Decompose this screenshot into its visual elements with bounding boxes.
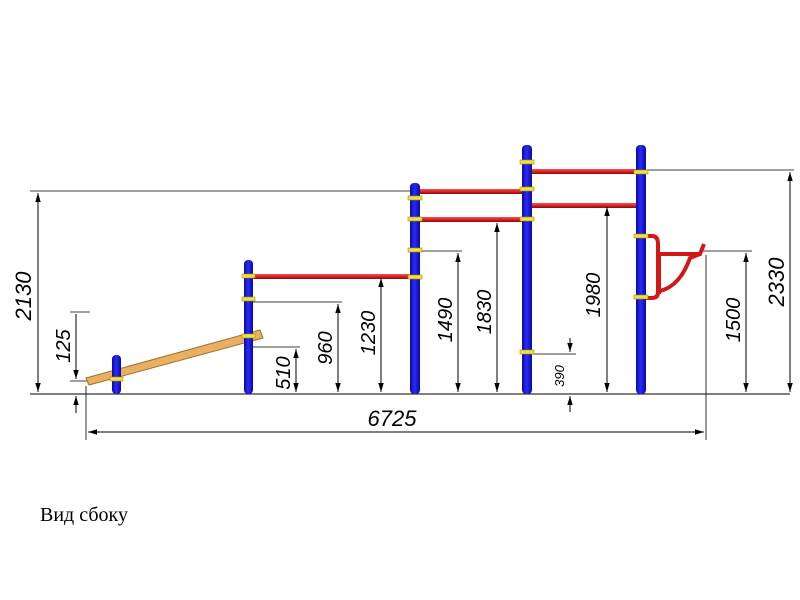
post-5 [636,145,646,394]
clamps [109,159,649,382]
incline-board [85,329,264,386]
dim-label-step-4: 1490 [435,298,457,343]
post-4 [522,145,532,394]
post-2 [244,260,253,394]
dim-label-step-6: 390 [552,364,567,386]
dim-label-step-3: 1230 [358,311,380,356]
dim-label-right-height: 2330 [764,257,789,308]
dim-label-step-5: 1830 [474,290,496,335]
dim-label-step-8: 1500 [723,298,745,343]
post-3 [410,183,420,394]
view-caption: Вид сбоку [40,504,128,526]
dim-label-step-2: 960 [315,331,337,364]
dimension-labels: 2130 125 510 960 1230 1490 1830 390 1980… [11,257,789,431]
dim-label-overall-length: 6725 [368,406,418,431]
posts [112,145,646,394]
dim-label-left-height: 2130 [11,271,36,322]
extension-lines [30,169,794,440]
bar-1 [250,274,415,279]
dimension-lines [35,172,793,435]
bar-5 [530,203,638,208]
bar-2 [418,189,526,194]
horizontal-bars [250,169,640,279]
post-1 [112,355,121,394]
bar-4 [530,169,640,174]
bar-3 [418,217,526,222]
dim-label-step-7: 1980 [583,273,605,318]
dip-bracket [641,234,706,300]
dim-label-board-low: 125 [53,328,75,362]
dim-label-step-1: 510 [273,356,295,389]
